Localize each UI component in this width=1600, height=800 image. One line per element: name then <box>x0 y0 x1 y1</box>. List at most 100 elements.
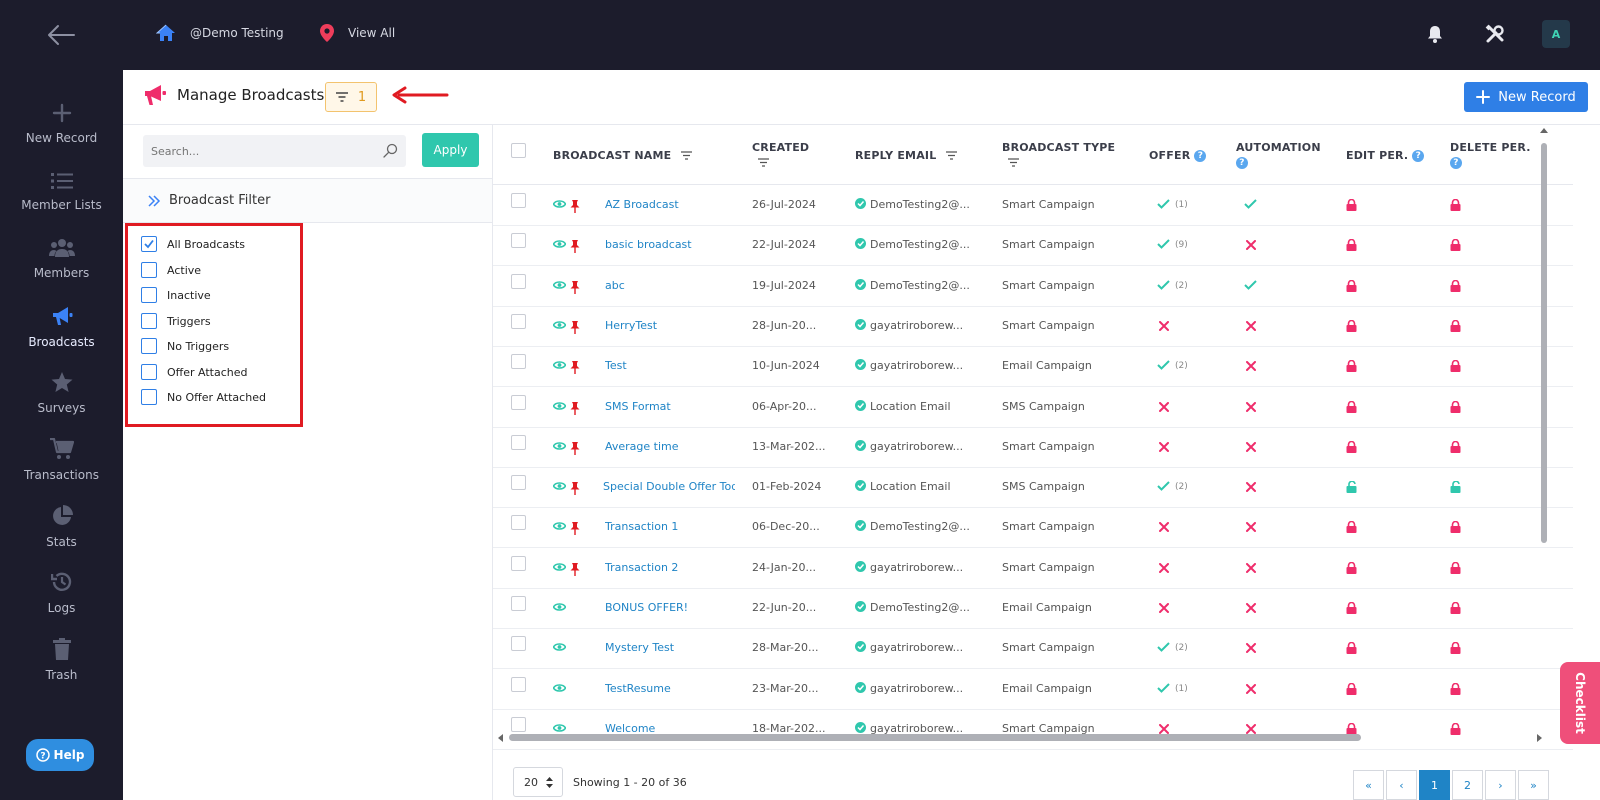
row-checkbox[interactable] <box>511 193 526 208</box>
sidebar-item-logs[interactable]: Logs <box>0 571 123 631</box>
row-checkbox[interactable] <box>511 233 526 249</box>
filter-option-all-broadcasts[interactable]: All Broadcasts <box>141 236 245 252</box>
help-question-icon[interactable]: ? <box>1412 150 1425 162</box>
tools-icon[interactable] <box>1482 21 1508 47</box>
table-row[interactable]: TestResume 23-Mar-20... gayatriroborew... E… <box>493 669 1573 710</box>
edit-lock-icon[interactable] <box>1346 400 1357 416</box>
pagination-button[interactable]: » <box>1518 770 1549 800</box>
sidebar-item-trash[interactable]: Trash <box>0 638 123 698</box>
filter-option-inactive[interactable]: Inactive <box>141 287 211 303</box>
sidebar-item-members[interactable]: Members <box>0 238 123 298</box>
delete-lock-icon[interactable] <box>1450 642 1461 657</box>
broadcast-name-link[interactable]: BONUS OFFER! <box>605 601 689 614</box>
pin-icon[interactable] <box>570 361 580 377</box>
filter-option-active[interactable]: Active <box>141 262 201 278</box>
table-row[interactable]: Welcome 18-Mar-202... gayatriroborew... Sma… <box>493 709 1573 750</box>
row-checkbox[interactable] <box>511 273 526 289</box>
column-header-edit-per[interactable]: EDIT PER. ? <box>1346 149 1425 162</box>
table-row[interactable]: basic broadcast 22-Jul-2024 DemoTesting2@.… <box>493 225 1573 267</box>
row-checkbox[interactable] <box>511 475 526 491</box>
user-avatar[interactable]: A <box>1542 20 1570 48</box>
view-eye-icon[interactable] <box>553 239 566 252</box>
table-row[interactable]: HerryTest 28-Jun-20... gayatriroborew... Sm… <box>493 306 1573 347</box>
page-size-select[interactable]: 20 <box>513 767 563 797</box>
view-eye-icon[interactable] <box>553 280 566 293</box>
pin-icon[interactable] <box>570 280 580 297</box>
pagination-button[interactable]: « <box>1353 770 1384 800</box>
vertical-scrollbar-thumb[interactable] <box>1541 143 1547 543</box>
sort-icon[interactable] <box>758 158 769 167</box>
broadcast-name-link[interactable]: Special Double Offer Tod <box>603 480 735 494</box>
table-row[interactable]: Transaction 1 06-Dec-20... DemoTesting2@..… <box>493 507 1573 549</box>
help-question-icon[interactable]: ? <box>1194 150 1207 162</box>
column-header-automation[interactable]: AUTOMATION ? <box>1236 141 1321 169</box>
pin-icon[interactable] <box>570 200 580 216</box>
view-eye-icon[interactable] <box>553 320 566 333</box>
delete-lock-icon[interactable] <box>1450 199 1461 214</box>
breadcrumb-home[interactable]: @Demo Testing <box>156 24 284 42</box>
checklist-tab[interactable]: Checklist <box>1560 662 1600 744</box>
delete-lock-icon[interactable] <box>1450 521 1461 536</box>
view-eye-icon[interactable] <box>553 642 566 655</box>
sort-icon[interactable] <box>946 151 958 160</box>
view-eye-icon[interactable] <box>553 441 566 454</box>
delete-lock-icon[interactable] <box>1450 682 1461 698</box>
edit-lock-icon[interactable] <box>1346 722 1357 738</box>
broadcast-name-link[interactable]: Mystery Test <box>605 641 675 655</box>
edit-lock-icon[interactable] <box>1346 360 1357 375</box>
pagination-button[interactable]: 2 <box>1452 770 1483 800</box>
edit-lock-icon[interactable] <box>1346 521 1357 536</box>
sidebar-item-broadcasts[interactable]: Broadcasts <box>0 305 123 365</box>
sidebar-item-transactions[interactable]: Transactions <box>0 438 123 498</box>
help-question-icon[interactable]: ? <box>1236 157 1248 169</box>
pin-icon[interactable] <box>570 522 580 538</box>
notification-bell-icon[interactable] <box>1422 21 1448 47</box>
edit-lock-icon[interactable] <box>1346 440 1357 456</box>
checkbox[interactable] <box>141 389 157 405</box>
row-checkbox[interactable] <box>511 555 526 571</box>
broadcast-name-link[interactable]: Test <box>605 359 627 373</box>
row-checkbox[interactable] <box>511 636 526 652</box>
pin-icon[interactable] <box>570 562 580 579</box>
broadcast-name-link[interactable]: HerryTest <box>605 318 658 332</box>
broadcast-name-link[interactable]: abc <box>605 278 625 292</box>
view-eye-icon[interactable] <box>553 199 566 212</box>
broadcast-name-link[interactable]: SMS Format <box>605 399 671 413</box>
filter-option-offer-attached[interactable]: Offer Attached <box>141 364 248 380</box>
table-row[interactable]: Mystery Test 28-Mar-20... gayatriroborew..… <box>493 628 1573 670</box>
sidebar-item-surveys[interactable]: Surveys <box>0 372 123 432</box>
table-row[interactable]: Average time 13-Mar-202... gayatriroborew.… <box>493 427 1573 468</box>
edit-lock-icon[interactable] <box>1346 319 1357 335</box>
help-button[interactable]: ? Help <box>26 739 94 771</box>
checkbox[interactable] <box>141 313 157 329</box>
column-header-reply-email[interactable]: REPLY EMAIL <box>855 149 958 162</box>
row-checkbox[interactable] <box>511 676 526 692</box>
delete-lock-icon[interactable] <box>1450 440 1461 456</box>
view-eye-icon[interactable] <box>553 723 566 736</box>
filter-option-triggers[interactable]: Triggers <box>141 313 211 329</box>
row-checkbox[interactable] <box>511 434 526 450</box>
sidebar-item-new-record[interactable]: New Record <box>0 103 123 163</box>
broadcast-filter-header[interactable]: Broadcast Filter <box>123 178 492 223</box>
pagination-button[interactable]: › <box>1485 770 1516 800</box>
edit-lock-icon[interactable] <box>1346 279 1357 295</box>
checkbox[interactable] <box>141 338 157 354</box>
view-eye-icon[interactable] <box>553 562 566 575</box>
view-eye-icon[interactable] <box>553 401 566 414</box>
row-checkbox[interactable] <box>511 716 526 732</box>
pagination-button[interactable]: 1 <box>1419 770 1450 800</box>
view-eye-icon[interactable] <box>553 481 566 494</box>
delete-lock-icon[interactable] <box>1450 722 1461 738</box>
edit-lock-icon[interactable] <box>1346 239 1357 254</box>
sort-icon[interactable] <box>681 151 693 160</box>
delete-lock-icon[interactable] <box>1450 561 1461 577</box>
table-row[interactable]: Special Double Offer Tod 01-Feb-2024 Locat… <box>493 467 1573 509</box>
delete-lock-icon[interactable] <box>1450 239 1461 254</box>
edit-lock-icon[interactable] <box>1346 682 1357 698</box>
delete-lock-icon[interactable] <box>1450 319 1461 335</box>
table-row[interactable]: Test 10-Jun-2024 gayatriroborew... Email Ca… <box>493 346 1573 388</box>
scroll-left-icon[interactable] <box>497 734 503 742</box>
column-header-delete-per[interactable]: DELETE PER. ? <box>1450 141 1531 169</box>
pin-icon[interactable] <box>570 441 580 458</box>
pin-icon[interactable] <box>570 320 580 337</box>
